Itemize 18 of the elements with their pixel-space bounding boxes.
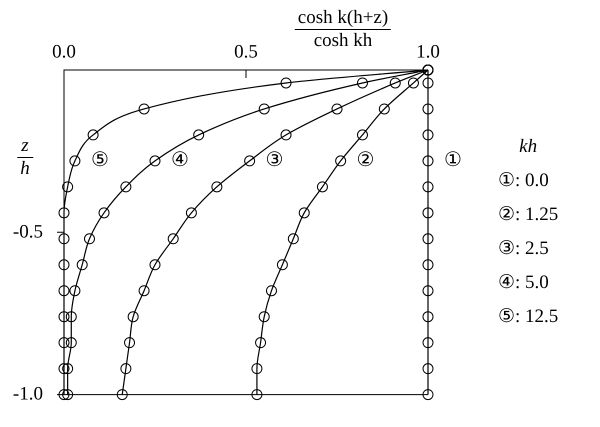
y-tick-label: -1.0 bbox=[12, 384, 43, 405]
x-tick-label: 1.0 bbox=[416, 42, 440, 63]
text: ⑤: 12.5 bbox=[498, 305, 558, 329]
x-tick-label: 0.0 bbox=[52, 42, 76, 63]
annotation: ⑤ bbox=[90, 149, 109, 172]
y-axis-title: z h bbox=[17, 134, 33, 180]
annotation: ③ bbox=[266, 149, 284, 172]
text: ③: 2.5 bbox=[498, 237, 550, 261]
annotation: ② bbox=[356, 149, 375, 172]
text: ①: 0.0 bbox=[498, 169, 550, 193]
annotation: ① bbox=[444, 149, 462, 172]
x-tick-label: 0.5 bbox=[234, 42, 258, 63]
x-axis-title: cosh k(h+z) cosh kh bbox=[294, 6, 392, 52]
y-tick-label: -0.5 bbox=[12, 221, 43, 242]
annotation: ④ bbox=[171, 149, 189, 172]
legend-title: kh bbox=[518, 135, 538, 159]
text: ④: 5.0 bbox=[498, 271, 550, 295]
text: ②: 1.25 bbox=[498, 203, 558, 227]
